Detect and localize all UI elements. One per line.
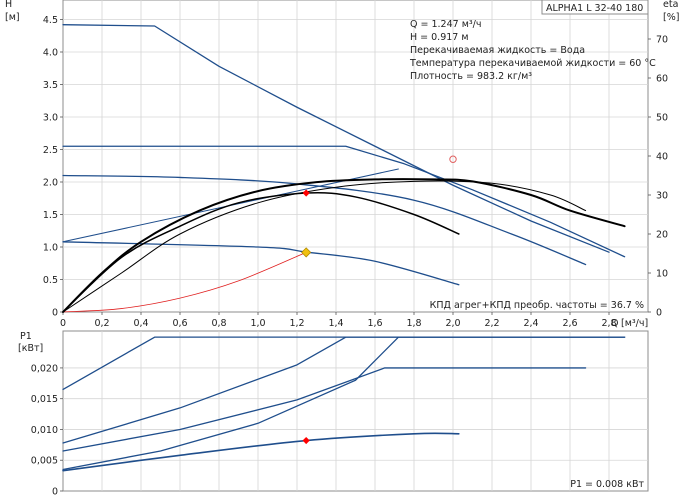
x-tick-label: 0 xyxy=(60,318,66,329)
efficiency-marker xyxy=(302,189,310,197)
power-note: P1 = 0.008 кВт xyxy=(570,479,644,490)
x-tick-label: 2,0 xyxy=(445,318,460,329)
y-axis-unit-P1: [кВт] xyxy=(18,343,43,354)
y-tick-label: 2.5 xyxy=(43,145,58,156)
info-block: Q = 1.247 м³/ч H = 0.917 м Перекачиваема… xyxy=(409,19,656,82)
y2-axis-unit-eta: [%] xyxy=(663,12,679,23)
efficiency-note: КПД агрег+КПД преобр. частоты = 36.7 % xyxy=(430,300,644,311)
info-line-h: H = 0.917 м xyxy=(410,32,469,43)
head-plot-series xyxy=(62,24,626,313)
pump-curve-line-3 xyxy=(62,241,460,286)
info-line-liquid: Перекачиваемая жидкость = Вода xyxy=(410,45,585,56)
y2-axis-label-eta: eta xyxy=(663,0,678,10)
system-curve-line-5 xyxy=(62,251,307,313)
efficiency-line-8 xyxy=(62,191,460,313)
y-tick-label: 3.0 xyxy=(43,113,58,124)
info-line-temperature: Температура перекачиваемой жидкости = 60… xyxy=(409,58,656,69)
x-tick-label: 1,6 xyxy=(367,318,382,329)
y-tick-label: 0,020 xyxy=(31,363,58,374)
pump-curve-line-0 xyxy=(62,24,610,253)
y2-tick-label: 60 xyxy=(656,74,668,85)
power-plot-frame xyxy=(62,330,649,492)
head-plot-grid: 0 0,2 0,4 0,6 0,8 1,0 1,2 1,4 1,6 1,8 2,0 2,2 2,4 2,6… xyxy=(43,0,668,329)
x-tick-label: 2,8 xyxy=(601,318,616,329)
x-tick-label: 2,2 xyxy=(484,318,499,329)
model-label: ALPHA1 L 32-40 180 xyxy=(546,3,643,14)
x-tick-label: 0,8 xyxy=(211,318,226,329)
power-line-2 xyxy=(62,336,626,471)
y-tick-label: 0,005 xyxy=(31,456,58,467)
x-tick-label: 2,6 xyxy=(562,318,577,329)
y-tick-label: 4.0 xyxy=(43,48,58,59)
y-tick-label: 3.5 xyxy=(43,80,58,91)
y-tick-label: 4.5 xyxy=(43,15,58,26)
pump-curve-line-1 xyxy=(62,145,626,258)
power-plot-series xyxy=(62,336,626,472)
y-axis-unit-H: [м] xyxy=(5,12,20,23)
y2-tick-label: 70 xyxy=(656,35,668,46)
y-tick-label: 0,015 xyxy=(31,394,58,405)
x-tick-label: 2,4 xyxy=(523,318,538,329)
x-axis-label-Q: Q xyxy=(611,318,618,329)
y-tick-label: 0,010 xyxy=(31,425,58,436)
power-line-3 xyxy=(62,367,587,452)
y-tick-label: 2.0 xyxy=(43,178,58,189)
model-label-box xyxy=(541,0,649,15)
power-line-4 xyxy=(62,432,460,472)
y-axis-label-H: H xyxy=(5,0,12,10)
y-tick-label: 0.5 xyxy=(43,275,58,286)
pump-curve-line-2 xyxy=(62,174,587,266)
y2-tick-label: 10 xyxy=(656,269,668,280)
x-tick-label: 1,8 xyxy=(406,318,421,329)
x-tick-label: 1,4 xyxy=(328,318,343,329)
y-axis-label-P1: P1 xyxy=(20,331,32,342)
y2-tick-label: 40 xyxy=(656,152,668,163)
y2-tick-label: 20 xyxy=(656,230,668,241)
x-tick-label: 0,6 xyxy=(172,318,187,329)
info-line-density: Плотность = 983.2 кг/м³ xyxy=(410,71,532,82)
y-tick-label: 0 xyxy=(52,487,58,498)
info-line-q: Q = 1.247 м³/ч xyxy=(410,19,481,30)
x-tick-label: 0,2 xyxy=(94,318,109,329)
y-tick-label: 0 xyxy=(52,308,58,319)
reference-point-marker xyxy=(449,155,457,163)
x-axis-unit-Q: [м³/ч] xyxy=(621,318,648,329)
y2-tick-label: 50 xyxy=(656,113,668,124)
efficiency-line-6 xyxy=(62,178,626,313)
x-tick-label: 0,4 xyxy=(133,318,148,329)
power-plot-grid: 0 0,005 0,010 0,015 0,020 xyxy=(31,331,648,498)
power-marker xyxy=(302,436,310,445)
efficiency-line-7 xyxy=(62,180,587,313)
y2-tick-label: 0 xyxy=(656,308,662,319)
power-line-0 xyxy=(62,336,626,391)
x-tick-label: 1,0 xyxy=(250,318,265,329)
y-tick-label: 1.0 xyxy=(43,243,58,254)
x-tick-label: 1,2 xyxy=(289,318,304,329)
power-line-1 xyxy=(62,336,626,444)
y2-tick-label: 30 xyxy=(656,191,668,202)
operating-point-marker xyxy=(301,247,312,258)
y-tick-label: 1.5 xyxy=(43,210,58,221)
